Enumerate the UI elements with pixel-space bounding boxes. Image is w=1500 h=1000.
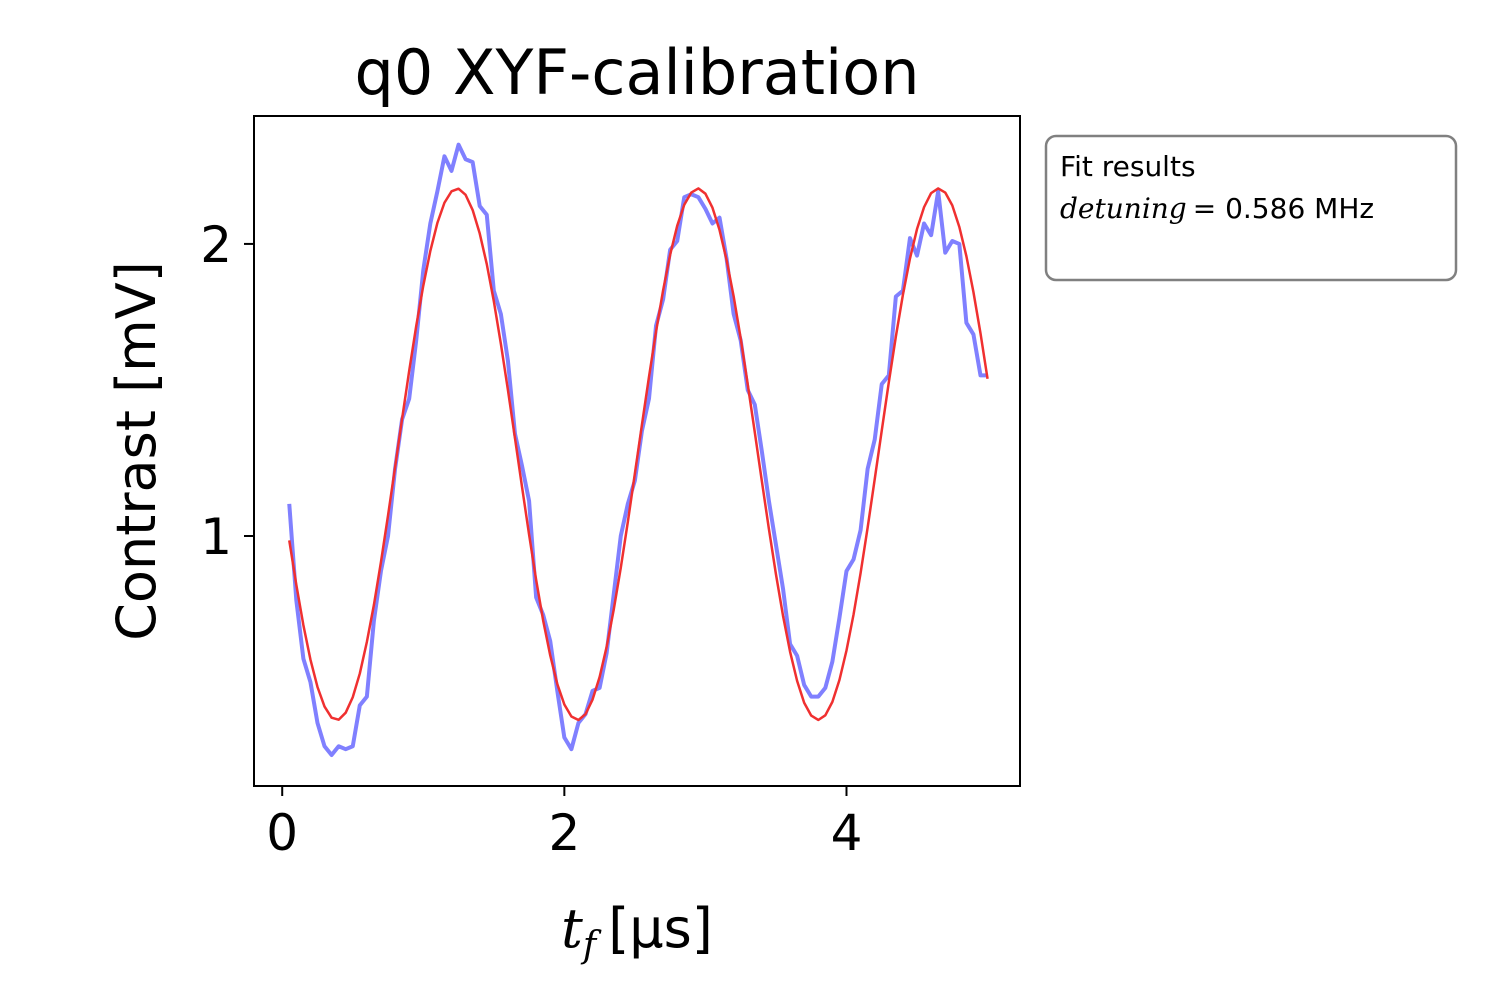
y-axis-label: Contrast [mV]	[105, 261, 168, 641]
data-line	[288, 187, 989, 722]
annotation-line: detuning = 0.586 MHz	[1060, 192, 1374, 225]
x-tick-label: 4	[831, 804, 863, 862]
x-label-symbol: t	[561, 897, 583, 960]
annotation-box: Fit results detuning = 0.586 MHz	[1044, 134, 1458, 282]
chart-title: q0 XYF-calibration	[354, 36, 919, 109]
x-tick-label: 2	[548, 804, 580, 862]
annotation-frame	[1044, 134, 1458, 282]
annotation-symbol: detuning	[1060, 192, 1187, 225]
y-tick-label: 2	[200, 216, 232, 274]
plot-frame	[253, 115, 1021, 787]
annotation-value: = 0.586 MHz	[1193, 192, 1374, 225]
x-tick-label: 0	[266, 804, 298, 862]
y-tick-label: 1	[200, 508, 232, 566]
annotation-title: Fit results	[1060, 150, 1196, 183]
x-label-unit: [μs]	[608, 897, 713, 960]
